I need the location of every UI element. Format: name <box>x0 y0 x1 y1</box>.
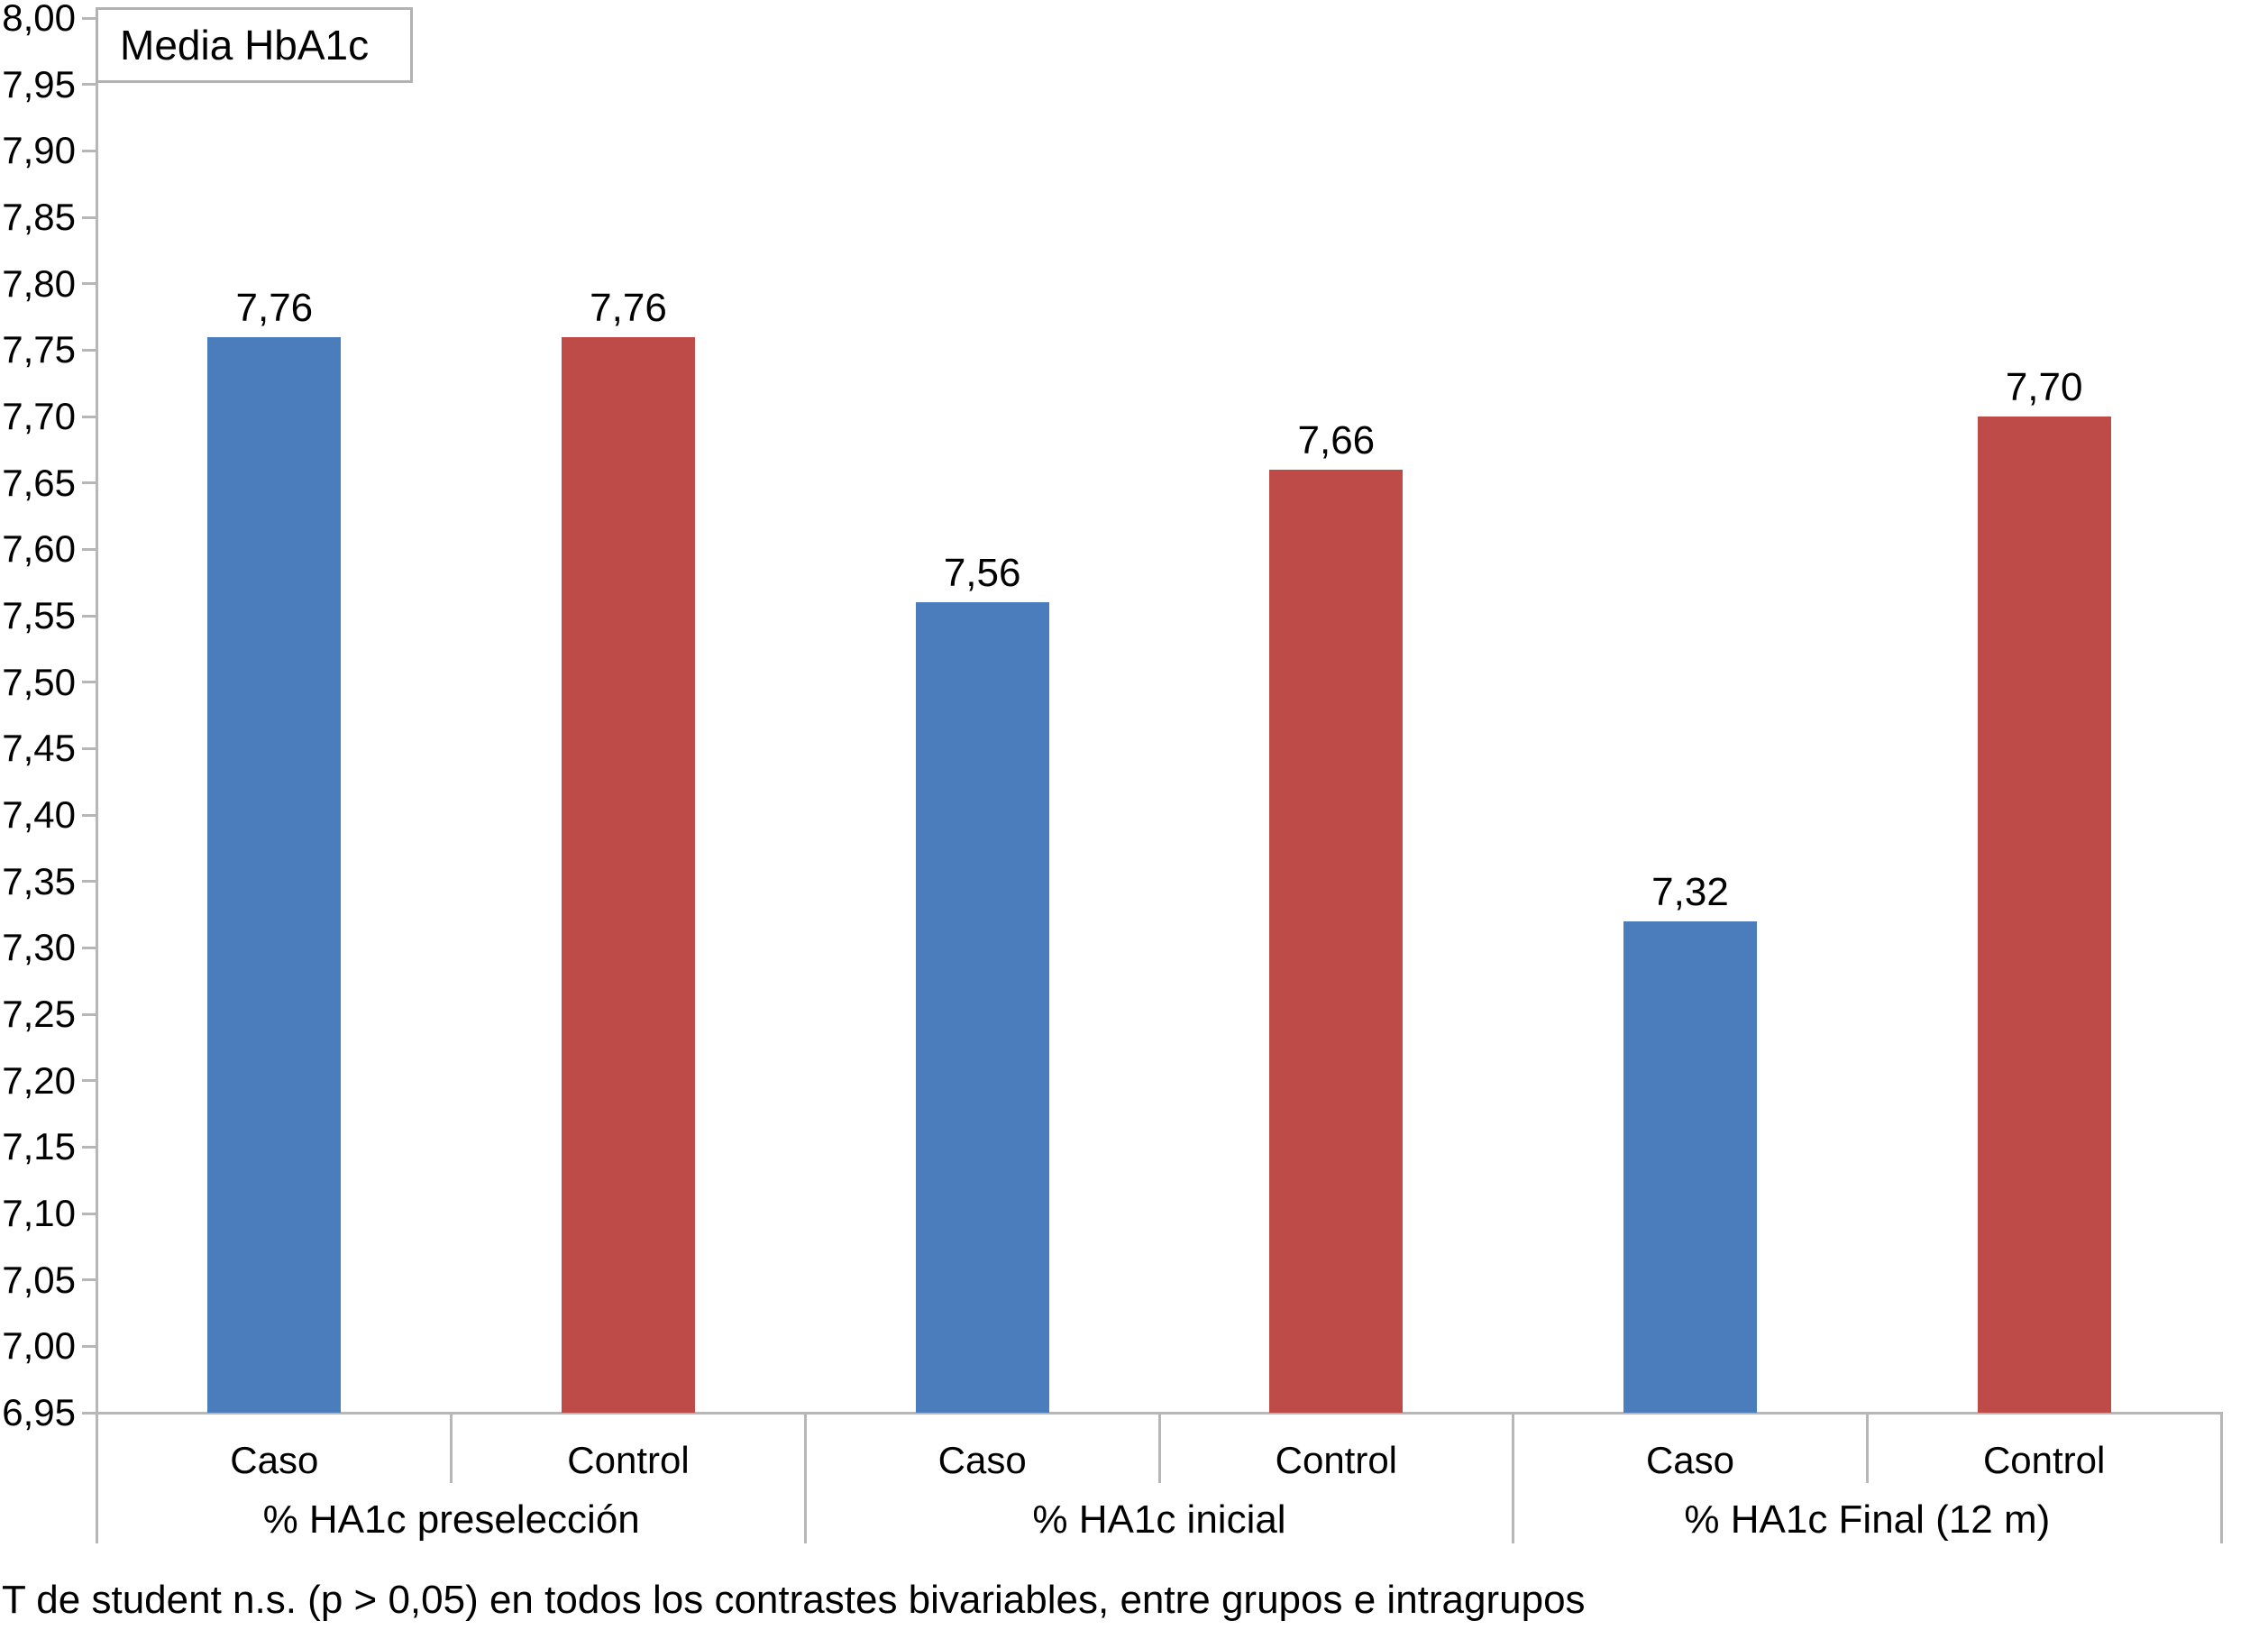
y-axis-tick-label: 7,30 <box>2 926 76 969</box>
y-axis-tick <box>82 547 96 551</box>
y-axis-tick-label: 7,15 <box>2 1125 76 1168</box>
legend-title: Media HbA1c <box>120 22 370 69</box>
bar-control-group1 <box>562 336 695 1413</box>
x-category-label: Control <box>1275 1439 1398 1481</box>
y-axis-tick <box>82 415 96 418</box>
y-axis-tick-label: 7,20 <box>2 1058 76 1102</box>
x-group-separator <box>803 1413 807 1543</box>
x-group-label: % HA1c Final (12 m) <box>1684 1497 2051 1542</box>
y-axis-tick <box>82 215 96 219</box>
y-axis-tick <box>82 880 96 884</box>
y-axis-tick <box>82 481 96 485</box>
bar-control-group3 <box>1977 417 2111 1413</box>
bar-caso-group2 <box>915 602 1049 1413</box>
y-axis-tick-label: 7,65 <box>2 461 76 504</box>
y-axis-tick-label: 7,40 <box>2 793 76 836</box>
bar-value-label: 7,56 <box>943 551 1021 596</box>
x-group-separator <box>1512 1413 1515 1543</box>
y-axis-tick <box>82 746 96 750</box>
y-axis-tick <box>82 681 96 684</box>
y-axis-tick <box>82 282 96 286</box>
x-category-separator <box>1157 1413 1161 1483</box>
y-axis-tick-label: 7,05 <box>2 1258 76 1301</box>
y-axis-tick-label: 7,80 <box>2 261 76 305</box>
bar-caso-group1 <box>207 336 342 1413</box>
footnote: T de student n.s. (p > 0,05) en todos lo… <box>2 1578 1586 1622</box>
y-axis-tick <box>82 149 96 152</box>
bar-caso-group3 <box>1623 920 1757 1413</box>
x-category-separator <box>450 1413 453 1483</box>
y-axis-tick <box>82 1344 96 1348</box>
y-axis-tick <box>82 813 96 817</box>
x-category-label: Control <box>567 1439 690 1481</box>
y-axis-tick <box>82 614 96 618</box>
y-axis-tick-label: 7,10 <box>2 1192 76 1234</box>
y-axis-tick-label: 7,25 <box>2 993 76 1035</box>
bar-value-label: 7,32 <box>1651 869 1729 914</box>
y-axis-line <box>96 11 98 1543</box>
y-axis-tick <box>82 1411 96 1415</box>
y-axis-tick-label: 7,70 <box>2 395 76 437</box>
y-axis-tick-label: 7,00 <box>2 1324 76 1368</box>
x-category-label: Caso <box>230 1439 319 1481</box>
bar-value-label: 7,76 <box>590 285 667 330</box>
y-axis-tick-label: 7,60 <box>2 527 76 571</box>
x-category-label: Control <box>1982 1439 2106 1481</box>
y-axis-tick <box>82 16 96 20</box>
y-axis-tick <box>82 1212 96 1215</box>
x-group-label: % HA1c preselección <box>262 1497 640 1542</box>
y-axis-tick <box>82 946 96 949</box>
x-group-separator <box>2219 1413 2223 1543</box>
y-axis-tick <box>82 1079 96 1083</box>
y-axis-tick-label: 7,85 <box>2 196 76 238</box>
legend-box: Media HbA1c <box>96 7 413 83</box>
y-axis-tick-label: 7,75 <box>2 328 76 371</box>
y-axis-tick-label: 7,90 <box>2 129 76 172</box>
y-axis-tick <box>82 1278 96 1282</box>
x-category-label: Caso <box>937 1439 1027 1481</box>
y-axis-tick <box>82 1145 96 1149</box>
bar-value-label: 7,66 <box>1297 417 1376 462</box>
bar-value-label: 7,70 <box>2005 365 2083 409</box>
x-group-label: % HA1c inicial <box>1032 1497 1286 1542</box>
y-axis-tick-label: 7,50 <box>2 660 76 703</box>
x-category-label: Caso <box>1645 1439 1735 1481</box>
y-axis-tick <box>82 348 96 352</box>
y-axis-tick <box>82 1012 96 1016</box>
bar-value-label: 7,76 <box>235 285 314 330</box>
y-axis-tick-label: 7,95 <box>2 62 76 105</box>
bar-control-group2 <box>1269 469 1404 1413</box>
y-axis-tick-label: 7,45 <box>2 727 76 770</box>
x-category-separator <box>1865 1413 1869 1483</box>
y-axis-tick-label: 7,55 <box>2 594 76 636</box>
y-axis-tick-label: 7,35 <box>2 859 76 902</box>
y-axis-tick-label: 6,95 <box>2 1391 76 1433</box>
y-axis-tick <box>82 83 96 87</box>
y-axis-tick-label: 8,00 <box>2 0 76 39</box>
